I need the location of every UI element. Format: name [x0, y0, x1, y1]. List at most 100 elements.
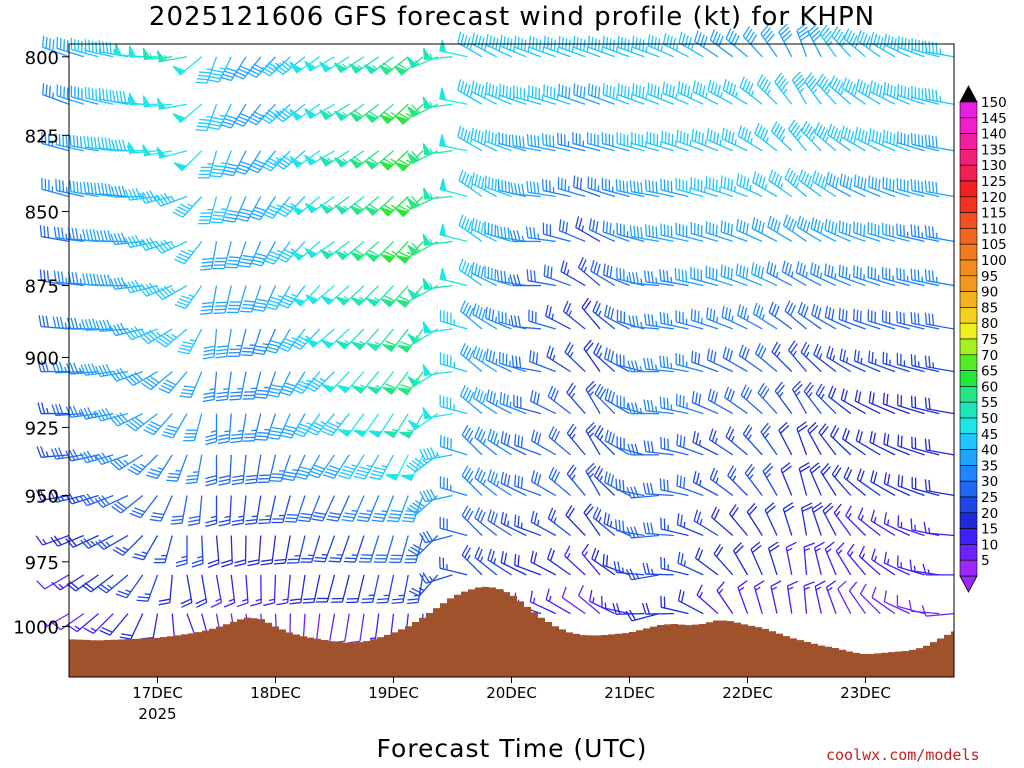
- wind-barb: [675, 310, 704, 330]
- wind-barb: [660, 556, 689, 576]
- barb-pennant: [338, 428, 353, 437]
- wind-barb: [277, 328, 306, 352]
- colorbar-swatch: [959, 101, 978, 119]
- barb-half-flag: [720, 92, 723, 98]
- barb-flag: [457, 31, 462, 43]
- barb-flag: [752, 171, 757, 183]
- barb-flag: [186, 478, 198, 481]
- barb-half-flag: [366, 464, 373, 468]
- barb-flag: [680, 514, 683, 527]
- wind-barb: [628, 315, 660, 330]
- colorbar-label: 130: [981, 158, 1007, 174]
- wind-barb: [659, 478, 689, 497]
- barb-flag: [524, 39, 527, 51]
- barb-staff: [842, 438, 866, 456]
- wind-barb: [924, 87, 955, 105]
- barb-flag: [709, 349, 714, 362]
- barb-staff: [871, 558, 896, 576]
- barb-flag: [910, 311, 913, 324]
- wind-barb: [709, 467, 734, 497]
- wind-barb: [330, 574, 350, 603]
- wind-barb: [631, 132, 660, 152]
- wind-barb: [459, 300, 483, 330]
- barb-half-flag: [655, 277, 658, 284]
- barb-flag: [377, 598, 389, 601]
- wind-barb: [675, 352, 704, 373]
- barb-flag: [856, 309, 859, 322]
- barb-flag: [788, 218, 794, 230]
- barb-staff: [402, 574, 409, 603]
- barb-flag: [806, 75, 815, 85]
- barb-flag: [134, 507, 146, 513]
- barb-flag: [372, 469, 384, 474]
- barb-flag: [462, 345, 469, 357]
- barb-flag: [112, 415, 122, 425]
- barb-staff: [678, 600, 704, 615]
- barb-flag: [683, 132, 686, 144]
- wind-barb: [896, 311, 925, 330]
- barb-flag: [478, 391, 484, 403]
- barb-flag: [761, 222, 765, 234]
- wind-barb: [593, 342, 616, 373]
- wind-barb: [334, 195, 365, 215]
- barb-flag: [713, 351, 717, 363]
- source-credit[interactable]: coolwx.com/models: [826, 746, 980, 764]
- barb-flag: [474, 426, 481, 438]
- barb-staff: [839, 184, 866, 198]
- barb-flag: [515, 355, 518, 368]
- barb-flag: [856, 222, 859, 234]
- barb-flag: [71, 272, 75, 284]
- barb-flag: [465, 389, 472, 401]
- wind-barb: [822, 502, 837, 536]
- barb-flag: [712, 31, 718, 43]
- barb-flag: [203, 395, 215, 399]
- barb-flag: [659, 355, 662, 367]
- barb-flag: [461, 505, 469, 517]
- wind-barb: [514, 474, 542, 497]
- barb-flag: [633, 526, 639, 538]
- barb-flag: [697, 353, 701, 365]
- barb-staff: [273, 574, 277, 603]
- barb-half-flag: [122, 546, 129, 551]
- barb-flag: [98, 40, 102, 52]
- wind-barb: [774, 381, 793, 414]
- barb-flag: [285, 425, 297, 430]
- barb-flag: [646, 562, 650, 575]
- barb-half-flag: [761, 314, 765, 320]
- barb-flag: [250, 113, 262, 121]
- wind-barb: [485, 348, 512, 373]
- barb-staff: [500, 561, 527, 576]
- barb-flag: [587, 383, 597, 393]
- wind-barb: [641, 602, 674, 615]
- barb-flag: [145, 191, 153, 202]
- wind-barb: [197, 196, 218, 225]
- y-tick-label: 925: [25, 418, 59, 439]
- wind-barb: [368, 413, 395, 438]
- barb-half-flag: [764, 184, 768, 190]
- barb-staff: [926, 190, 955, 198]
- barb-flag: [859, 583, 867, 595]
- wind-barb: [756, 74, 778, 105]
- barb-flag: [309, 380, 321, 387]
- barb-flag: [561, 586, 567, 598]
- barb-staff: [275, 328, 291, 354]
- wind-barb: [642, 522, 674, 537]
- barb-half-flag: [521, 235, 525, 242]
- wind-barb: [500, 431, 527, 456]
- barb-flag: [157, 289, 167, 299]
- barb-staff: [56, 47, 84, 58]
- barb-staff: [168, 371, 188, 394]
- barb-flag: [551, 469, 558, 481]
- barb-flag: [529, 389, 534, 402]
- wind-barb: [379, 150, 409, 171]
- barb-flag: [691, 350, 694, 363]
- barb-staff: [190, 371, 203, 398]
- barb-flag: [252, 209, 265, 215]
- barb-half-flag: [105, 541, 111, 547]
- wind-barb: [269, 454, 291, 483]
- barb-flag: [791, 220, 797, 232]
- barb-half-flag: [224, 515, 231, 519]
- y-tick-label: 850: [25, 203, 59, 224]
- barb-half-flag: [436, 451, 440, 458]
- barb-staff: [693, 520, 719, 537]
